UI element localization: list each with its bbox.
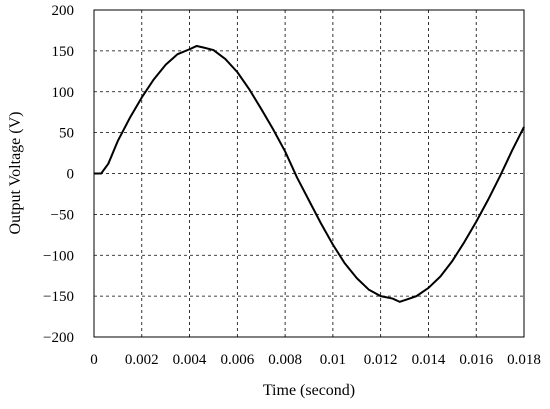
y-tick-label: −50 <box>51 207 74 223</box>
x-tick-label: 0.002 <box>125 352 159 368</box>
x-tick-label: 0.008 <box>268 352 302 368</box>
grid <box>94 10 524 337</box>
y-tick-label: 0 <box>67 167 75 183</box>
series-layer <box>94 44 525 303</box>
x-tick-label: 0.018 <box>507 352 541 368</box>
y-axis-ticks: −200 −150 −100 −50 0 50 100 150 200 <box>43 3 74 346</box>
y-tick-label: −100 <box>43 248 74 264</box>
y-tick-label: −150 <box>43 289 74 305</box>
series-line <box>94 44 525 303</box>
y-tick-label: 50 <box>59 126 74 142</box>
x-axis-title: Time (second) <box>263 382 355 399</box>
y-axis-title: Output Voltage (V) <box>7 112 24 235</box>
y-tick-label: −200 <box>43 330 74 346</box>
x-tick-label: 0.01 <box>320 352 346 368</box>
x-tick-label: 0.004 <box>173 352 207 368</box>
x-axis-ticks: 0 0.002 0.004 0.006 0.008 0.01 0.012 0.014 0.016… <box>90 352 541 368</box>
y-tick-label: 150 <box>52 44 75 60</box>
x-tick-label: 0.006 <box>220 352 254 368</box>
y-tick-label: 100 <box>52 85 75 101</box>
x-tick-label: 0 <box>90 352 98 368</box>
y-tick-label: 200 <box>52 3 75 19</box>
x-tick-label: 0.012 <box>364 352 398 368</box>
plot-frame <box>93 9 525 338</box>
x-tick-label: 0.016 <box>459 352 493 368</box>
x-tick-label: 0.014 <box>412 352 446 368</box>
